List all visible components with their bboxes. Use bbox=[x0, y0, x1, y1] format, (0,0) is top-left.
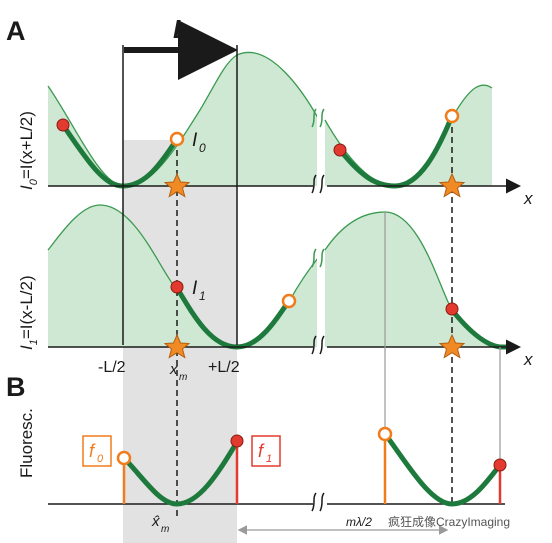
svg-text:x: x bbox=[169, 361, 178, 378]
row1-fill-mid bbox=[237, 258, 318, 347]
panel-b-letter: B bbox=[6, 372, 26, 402]
row0-red-dot-right bbox=[333, 143, 347, 157]
svg-text:0: 0 bbox=[199, 141, 206, 155]
svg-text:I: I bbox=[192, 278, 198, 299]
row0-fill-left bbox=[48, 55, 237, 187]
b-orange-ring-left bbox=[116, 450, 132, 466]
watermark: 疯狂成像CrazyImaging bbox=[388, 514, 510, 529]
row1-intensity bbox=[47, 204, 513, 350]
svg-text:I1=I(x-L/2): I1=I(x-L/2) bbox=[17, 275, 40, 350]
b-red-dot-right bbox=[493, 458, 507, 472]
row0-intensity bbox=[47, 51, 493, 189]
row0-curve-left bbox=[47, 51, 319, 187]
panel-a-letter: A bbox=[6, 16, 26, 46]
break-gap-row0 bbox=[317, 100, 323, 186]
svg-text:m: m bbox=[179, 372, 187, 383]
f0-label-box: f 0 bbox=[82, 435, 112, 467]
svg-text:f: f bbox=[258, 441, 265, 461]
xm-hat-label: x̂ m bbox=[151, 513, 169, 535]
i1-point-label: I 1 bbox=[192, 278, 206, 303]
tick-minus-half-l: -L/2 bbox=[98, 359, 126, 376]
row0-x-axis-label: x bbox=[523, 189, 533, 208]
row0-fill-right bbox=[325, 85, 492, 186]
b-curve-left bbox=[121, 439, 240, 507]
b-red-dot-left bbox=[230, 434, 244, 448]
width-label: L bbox=[173, 14, 189, 44]
row1-curve-right bbox=[324, 211, 453, 311]
svg-text:I: I bbox=[192, 130, 198, 151]
row1-x-axis-label: x bbox=[523, 350, 533, 369]
row1-red-dot bbox=[170, 280, 184, 294]
row0-fill-mid bbox=[237, 52, 318, 187]
star-row0-right bbox=[438, 172, 466, 198]
tick-plus-half-l: +L/2 bbox=[208, 359, 240, 376]
svg-text:x̂: x̂ bbox=[151, 513, 160, 530]
row0-ylabel: I0=I(x+L/2) bbox=[17, 111, 40, 190]
row1-red-dot-right bbox=[445, 302, 459, 316]
i0-point-label: I 0 bbox=[192, 130, 206, 155]
row0-red-dot-left bbox=[56, 118, 70, 132]
row1-orange-ring bbox=[281, 293, 297, 309]
b-ylabel: Fluoresc. bbox=[17, 408, 36, 478]
row1-curve-left bbox=[47, 204, 178, 291]
row0-orange-ring bbox=[169, 131, 185, 147]
row1-fill-right bbox=[325, 212, 500, 347]
xm-label: x m bbox=[169, 361, 187, 383]
row1-ylabel: I1=I(x-L/2) bbox=[17, 275, 40, 350]
m-lambda-label: mλ/2 bbox=[346, 515, 372, 529]
svg-text:1: 1 bbox=[199, 289, 206, 303]
svg-text:1: 1 bbox=[266, 453, 272, 465]
star-row0-left bbox=[163, 172, 191, 198]
b-orange-ring-right bbox=[377, 426, 393, 442]
svg-text:m: m bbox=[161, 524, 169, 535]
break-gap-row1 bbox=[317, 245, 323, 347]
svg-text:f: f bbox=[89, 441, 96, 461]
axis-break-marks bbox=[311, 108, 325, 512]
svg-text:I0=I(x+L/2): I0=I(x+L/2) bbox=[17, 111, 40, 190]
row0-orange-ring-right bbox=[444, 108, 460, 124]
b-curve-right bbox=[382, 431, 503, 507]
star-row1-left bbox=[163, 333, 191, 359]
svg-text:Fluoresc.: Fluoresc. bbox=[17, 408, 36, 478]
f1-label-box: f 1 bbox=[251, 435, 281, 467]
star-row1-right bbox=[438, 333, 466, 359]
svg-text:0: 0 bbox=[97, 453, 104, 465]
